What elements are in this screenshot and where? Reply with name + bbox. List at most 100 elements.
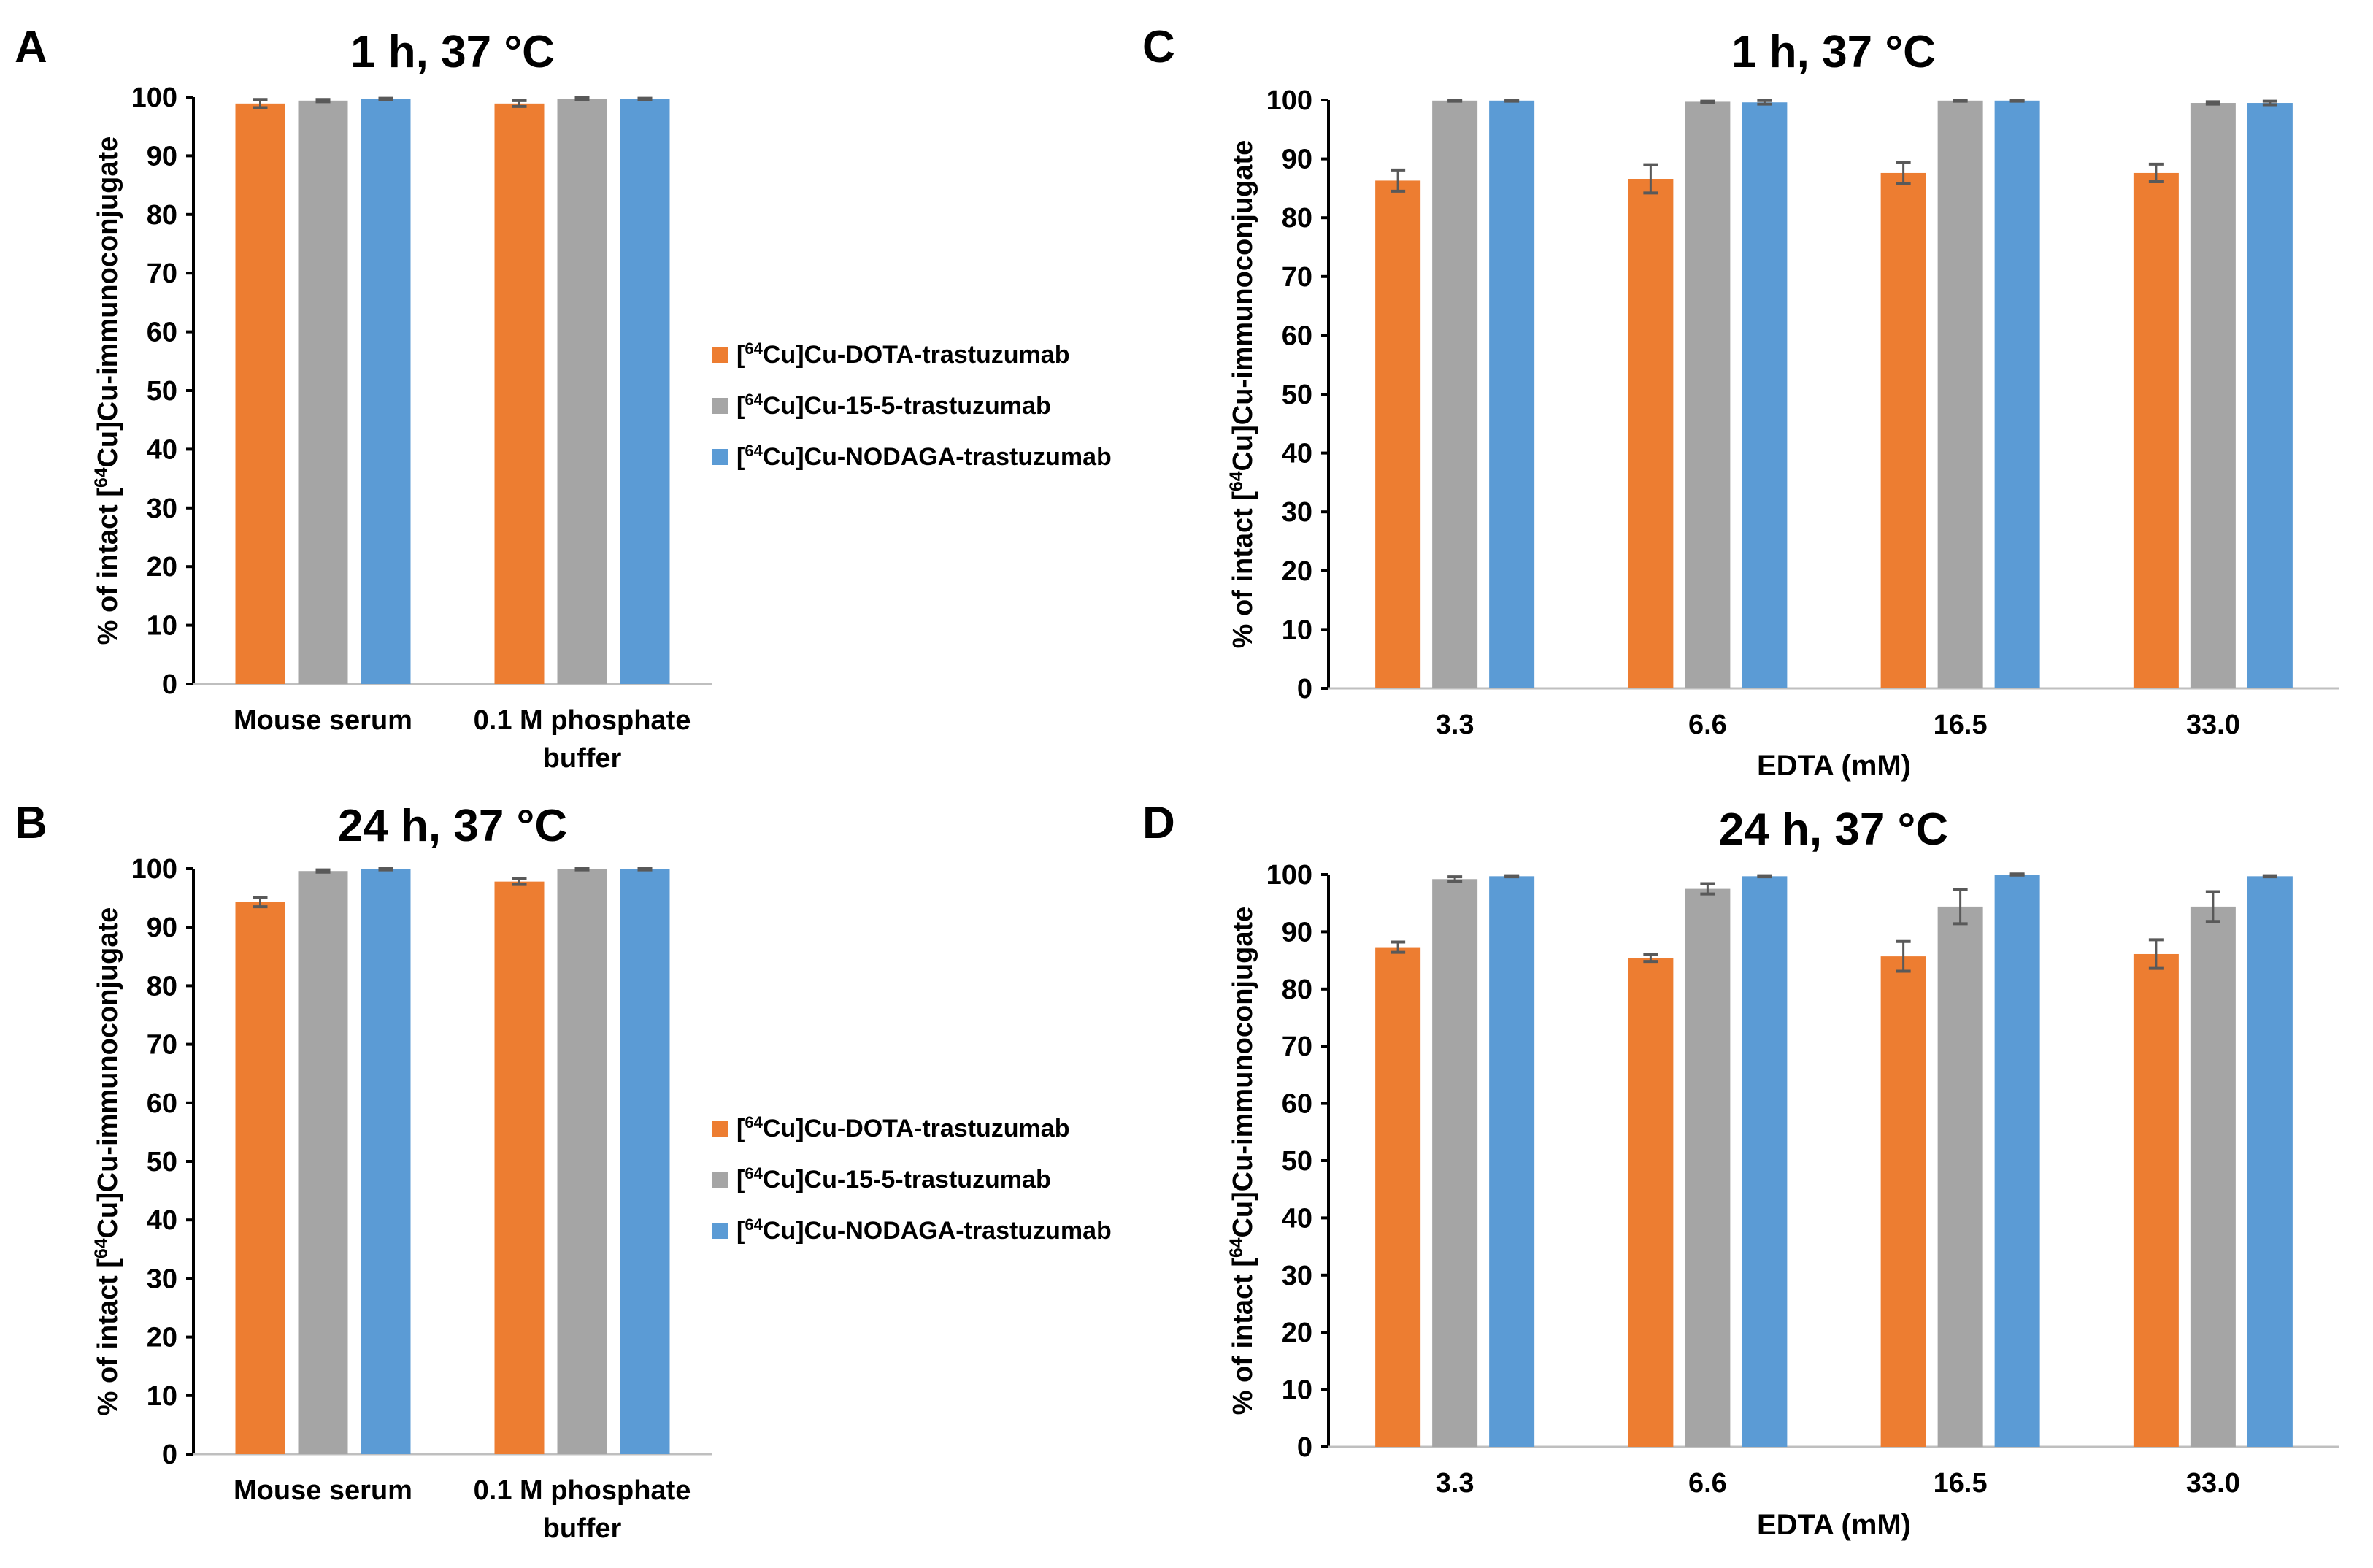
x-axis-label: EDTA (mM) <box>1757 750 1911 782</box>
bar-15-5 <box>557 99 607 685</box>
panel-letter: D <box>1142 798 1175 848</box>
bar-15-5 <box>1937 100 1983 688</box>
y-tick-label: 10 <box>1282 1375 1312 1406</box>
chart-panel-C: C 1 h, 37 °C 0 10 20 30 40 50 60 70 80 90 100% of in… <box>1142 22 2339 782</box>
x-tick-label: Mouse serum <box>234 705 412 736</box>
chart-title: 1 h, 37 °C <box>1731 27 1936 77</box>
bar-nodaga <box>1742 102 1788 688</box>
bar-nodaga <box>1489 876 1535 1447</box>
bar-nodaga <box>361 99 411 685</box>
y-tick-label: 70 <box>1282 1031 1312 1062</box>
y-tick-label: 30 <box>1282 497 1312 528</box>
x-axis-label: EDTA (mM) <box>1757 1509 1911 1541</box>
panel-letter: A <box>15 22 47 72</box>
y-tick-label: 100 <box>1266 860 1312 891</box>
bar-dota <box>1375 180 1421 688</box>
y-tick-label: 10 <box>1282 615 1312 645</box>
y-tick-label: 50 <box>1282 1146 1312 1177</box>
bar-dota <box>235 103 285 684</box>
panel-letter: B <box>15 798 47 848</box>
legend: [64Cu]Cu-DOTA-trastuzumab [64Cu]Cu-15-5-t… <box>712 339 1112 472</box>
y-tick-label: 0 <box>1297 1432 1312 1463</box>
x-tick-label: 6.6 <box>1688 1468 1727 1499</box>
y-tick-label: 80 <box>1282 975 1312 1005</box>
bar-dota <box>494 881 545 1454</box>
x-tick-label: buffer <box>543 1513 622 1544</box>
bar-15-5 <box>2190 906 2236 1447</box>
legend-label: [64Cu]Cu-NODAGA-trastuzumab <box>736 442 1112 472</box>
bar-15-5 <box>1685 888 1731 1447</box>
y-axis-label: % of intact [64Cu]Cu-immunoconjugate <box>1227 907 1259 1415</box>
y-tick-label: 30 <box>147 1264 177 1294</box>
y-tick-label: 90 <box>1282 145 1312 175</box>
legend-swatch-15-5 <box>712 1172 728 1188</box>
x-tick-label: 0.1 M phosphate <box>474 1475 691 1506</box>
y-tick-label: 100 <box>131 82 177 113</box>
bar-nodaga <box>361 869 411 1454</box>
y-tick-label: 80 <box>1282 203 1312 234</box>
y-tick-label: 20 <box>1282 556 1312 587</box>
bar-15-5 <box>1685 101 1731 689</box>
y-tick-label: 70 <box>1282 262 1312 293</box>
x-tick-label: 16.5 <box>1934 710 1988 740</box>
y-tick-label: 50 <box>1282 380 1312 410</box>
chart-panel-D: D 24 h, 37 °C 0 10 20 30 40 50 60 70 80 90 100% of i… <box>1142 798 2339 1541</box>
bar-dota <box>1375 947 1421 1447</box>
y-tick-label: 90 <box>1282 917 1312 948</box>
bar-nodaga <box>1489 100 1535 688</box>
y-tick-label: 10 <box>147 611 177 642</box>
chart-title: 24 h, 37 °C <box>1719 804 1948 855</box>
legend-label: [64Cu]Cu-DOTA-trastuzumab <box>736 339 1069 369</box>
bar-15-5 <box>1432 879 1478 1447</box>
x-tick-label: 6.6 <box>1688 710 1727 740</box>
bar-dota <box>1628 958 1674 1447</box>
x-tick-label: buffer <box>543 743 622 774</box>
y-tick-label: 40 <box>1282 1203 1312 1234</box>
panel-letter: C <box>1142 22 1175 72</box>
bar-15-5 <box>1432 100 1478 688</box>
y-tick-label: 40 <box>1282 439 1312 469</box>
bar-dota <box>1628 179 1674 688</box>
bar-nodaga <box>620 99 670 685</box>
legend: [64Cu]Cu-DOTA-trastuzumab [64Cu]Cu-15-5-t… <box>712 1113 1112 1245</box>
bar-nodaga <box>1742 876 1788 1447</box>
bar-nodaga <box>1994 875 2040 1447</box>
y-axis-label: % of intact [64Cu]Cu-immunoconjugate <box>1227 140 1259 649</box>
chart-panel-A: A 1 h, 37 °C 0 10 20 30 40 50 60 70 80 90 100% of in… <box>15 22 1112 774</box>
chart-title: 1 h, 37 °C <box>350 27 555 77</box>
bar-dota <box>2133 172 2179 689</box>
y-tick-label: 30 <box>147 493 177 524</box>
y-tick-label: 60 <box>1282 320 1312 351</box>
y-tick-label: 20 <box>147 1323 177 1353</box>
y-tick-label: 70 <box>147 258 177 289</box>
bar-nodaga <box>1994 100 2040 688</box>
y-tick-label: 90 <box>147 912 177 943</box>
bar-nodaga <box>620 869 670 1454</box>
x-tick-label: 3.3 <box>1436 1468 1474 1499</box>
y-tick-label: 100 <box>1266 85 1312 116</box>
y-tick-label: 40 <box>147 434 177 465</box>
chart-panel-B: B 24 h, 37 °C 0 10 20 30 40 50 60 70 80 90 100% of i… <box>15 798 1112 1544</box>
y-tick-label: 40 <box>147 1205 177 1236</box>
y-axis-label: % of intact [64Cu]Cu-immunoconjugate <box>92 907 124 1416</box>
bar-15-5 <box>298 100 348 685</box>
y-tick-label: 60 <box>147 318 177 348</box>
bar-dota <box>2133 953 2179 1447</box>
legend-swatch-15-5 <box>712 398 728 414</box>
x-tick-label: 33.0 <box>2186 1468 2240 1499</box>
y-tick-label: 90 <box>147 141 177 172</box>
chart-title: 24 h, 37 °C <box>338 801 567 851</box>
bar-15-5 <box>298 871 348 1454</box>
bar-dota <box>1880 172 1926 689</box>
y-tick-label: 0 <box>1297 674 1312 704</box>
legend-label: [64Cu]Cu-DOTA-trastuzumab <box>736 1113 1069 1143</box>
legend-swatch-nodaga <box>712 449 728 465</box>
legend-label: [64Cu]Cu-15-5-trastuzumab <box>736 1164 1051 1194</box>
bar-15-5 <box>1937 906 1983 1447</box>
bar-nodaga <box>2247 876 2293 1447</box>
y-tick-label: 70 <box>147 1030 177 1061</box>
bar-dota <box>235 902 285 1454</box>
y-tick-label: 0 <box>162 669 177 700</box>
